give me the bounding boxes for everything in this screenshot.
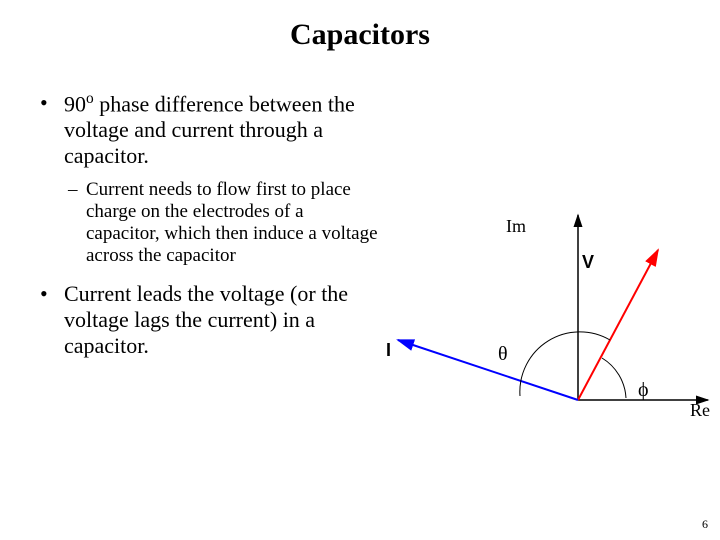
label-i: I bbox=[386, 340, 391, 360]
label-phi: ϕ bbox=[638, 379, 649, 401]
bullet-2-text: Current leads the voltage (or the voltag… bbox=[64, 281, 380, 359]
bullet-1-text: 90o phase difference between the voltage… bbox=[64, 90, 380, 169]
bullet-2: • Current leads the voltage (or the volt… bbox=[40, 281, 380, 359]
page-number: 6 bbox=[702, 517, 708, 532]
title-text: Capacitors bbox=[290, 18, 430, 51]
bullet-mark: • bbox=[40, 90, 64, 169]
phasor-svg: Im Re V I θ ϕ bbox=[378, 210, 718, 440]
phasor-diagram: Im Re V I θ ϕ bbox=[378, 210, 718, 440]
sub-1-text: Current needs to flow first to place cha… bbox=[86, 179, 380, 267]
content-region: • 90o phase difference between the volta… bbox=[40, 90, 380, 369]
bullet-1: • 90o phase difference between the volta… bbox=[40, 90, 380, 169]
label-theta: θ bbox=[498, 343, 508, 365]
b1-post: phase difference between the voltage and… bbox=[64, 91, 355, 168]
label-v: V bbox=[582, 252, 594, 272]
i-phasor bbox=[398, 340, 578, 400]
bullet-mark: • bbox=[40, 281, 64, 359]
slide-title: Capacitors bbox=[0, 0, 720, 52]
label-re: Re bbox=[690, 400, 710, 420]
label-im: Im bbox=[506, 216, 526, 236]
b1-sup: o bbox=[86, 90, 94, 107]
sub-mark: – bbox=[68, 179, 86, 267]
sub-bullet-1: – Current needs to flow first to place c… bbox=[68, 179, 380, 267]
b1-pre: 90 bbox=[64, 91, 86, 116]
phi-arc bbox=[602, 358, 626, 398]
v-phasor bbox=[578, 250, 658, 400]
